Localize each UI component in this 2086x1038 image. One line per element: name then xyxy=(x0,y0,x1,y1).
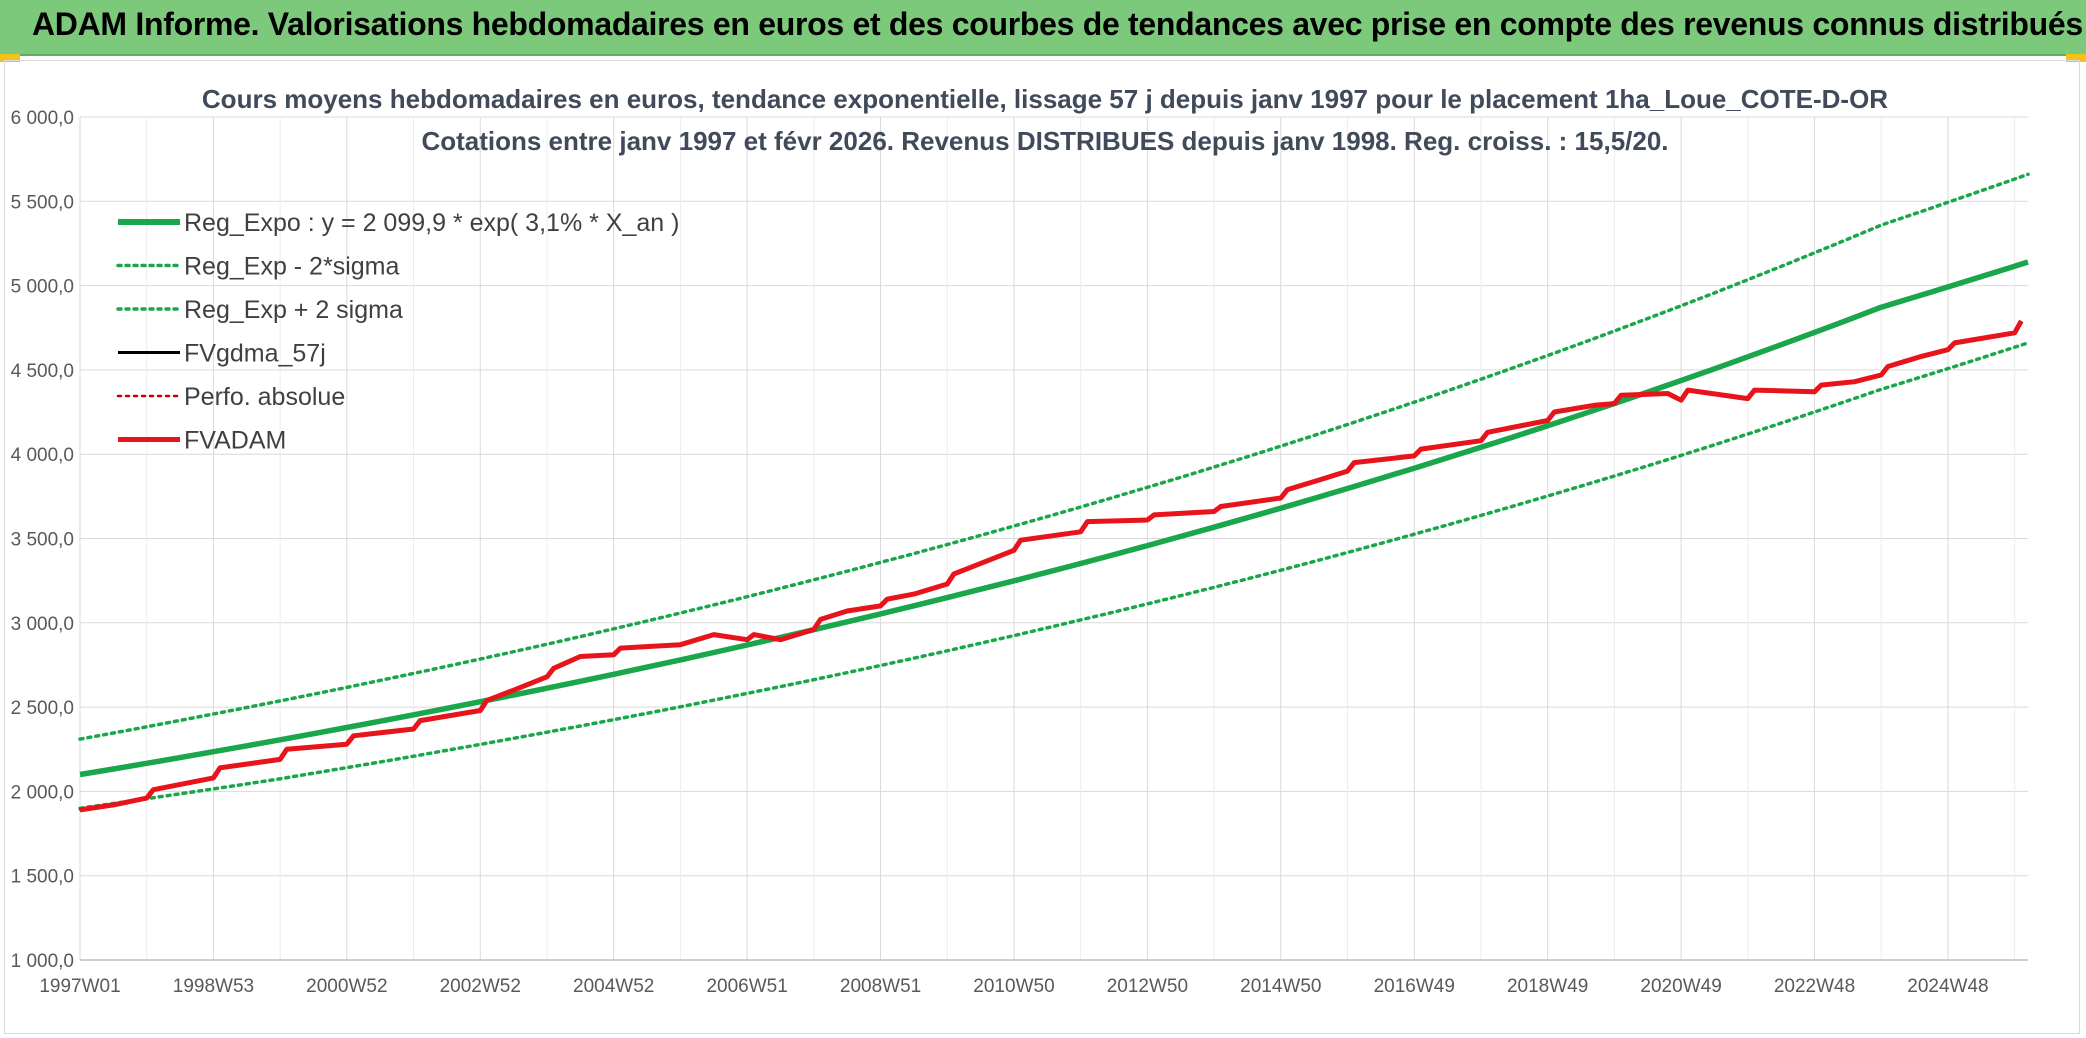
y-tick-label: 6 000,0 xyxy=(11,108,74,129)
x-tick-label: 2020W49 xyxy=(1640,976,1721,997)
chart-title: Cours moyens hebdomadaires en euros, ten… xyxy=(202,84,1888,114)
corner-accent-left xyxy=(0,54,20,62)
series-line-2 xyxy=(78,172,2030,741)
x-tick-label: 2002W52 xyxy=(440,976,521,997)
y-tick-label: 2 000,0 xyxy=(11,782,74,803)
x-axis-ticks: 1997W01 1998W53 2000W52 2002W52 2004W52 2006W… xyxy=(39,976,1988,997)
x-tick-label: 1998W53 xyxy=(173,976,254,997)
y-tick-label: 4 000,0 xyxy=(11,445,74,466)
y-tick-label: 5 000,0 xyxy=(11,277,74,298)
legend-label: FVADAM xyxy=(184,427,286,455)
y-tick-label: 3 000,0 xyxy=(11,614,74,635)
series-line-0 xyxy=(79,259,2029,778)
series-line-1 xyxy=(78,341,2030,811)
x-tick-label: 2008W51 xyxy=(840,976,921,997)
x-tick-label: 1997W01 xyxy=(39,976,120,997)
legend-label: Reg_Expo : y = 2 099,9 * exp( 3,1% * X_a… xyxy=(184,209,679,237)
y-tick-label: 5 500,0 xyxy=(11,192,74,213)
legend-label: Reg_Exp + 2 sigma xyxy=(184,296,403,324)
x-tick-label: 2010W50 xyxy=(973,976,1054,997)
grid xyxy=(79,116,2028,961)
x-tick-label: 2012W50 xyxy=(1107,976,1188,997)
page-title: ADAM Informe. Valorisations hebdomadaire… xyxy=(32,6,2083,42)
y-tick-label: 1 000,0 xyxy=(11,951,74,972)
x-tick-label: 2016W49 xyxy=(1374,976,1455,997)
legend-label: Perfo. absolue xyxy=(184,383,345,411)
x-tick-label: 2000W52 xyxy=(306,976,387,997)
y-tick-label: 1 500,0 xyxy=(11,867,74,888)
x-tick-label: 2018W49 xyxy=(1507,976,1588,997)
chart-subtitle: Cotations entre janv 1997 et févr 2026. … xyxy=(421,126,1668,156)
legend-label: FVgdma_57j xyxy=(184,340,326,368)
series-line-5 xyxy=(79,319,2024,813)
series-lines xyxy=(78,172,2030,813)
x-tick-label: 2006W51 xyxy=(706,976,787,997)
corner-accent-right xyxy=(2066,54,2086,62)
legend-label: Reg_Exp - 2*sigma xyxy=(184,253,399,281)
y-tick-label: 2 500,0 xyxy=(11,698,74,719)
x-tick-label: 2014W50 xyxy=(1240,976,1321,997)
title-bar: ADAM Informe. Valorisations hebdomadaire… xyxy=(0,0,2086,62)
chart-frame xyxy=(4,60,2080,1034)
legend: Reg_Expo : y = 2 099,9 * exp( 3,1% * X_a… xyxy=(116,209,679,455)
y-axis-ticks: 1 000,0 1 500,0 2 000,0 2 500,0 3 000,0 3 500… xyxy=(11,108,74,972)
y-tick-label: 4 500,0 xyxy=(11,361,74,382)
y-tick-label: 3 500,0 xyxy=(11,530,74,551)
x-tick-label: 2004W52 xyxy=(573,976,654,997)
x-tick-label: 2022W48 xyxy=(1774,976,1855,997)
x-tick-label: 2024W48 xyxy=(1907,976,1988,997)
